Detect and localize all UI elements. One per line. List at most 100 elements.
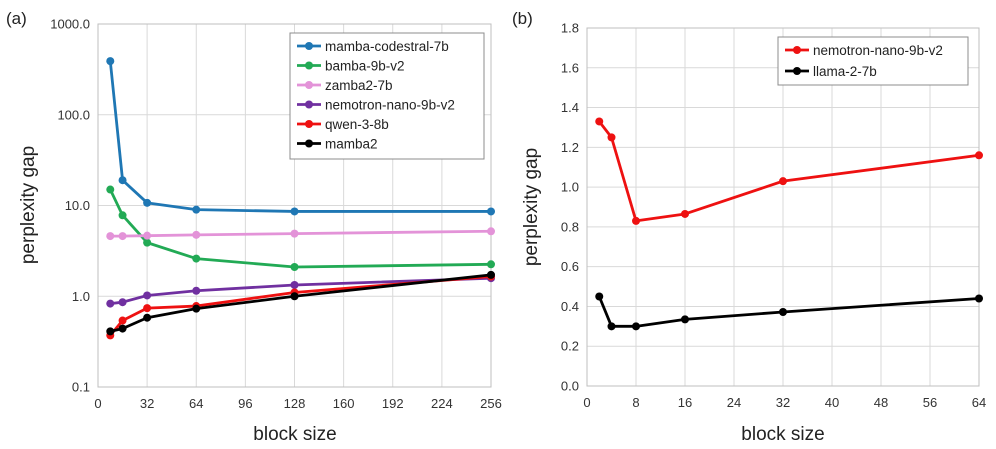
x-tick-label: 224 bbox=[431, 396, 453, 411]
data-point bbox=[192, 286, 201, 295]
x-tick-label: 16 bbox=[678, 395, 692, 410]
data-point bbox=[487, 227, 495, 236]
series-nemotron-nano-9b-v2 bbox=[595, 117, 983, 225]
legend-box bbox=[777, 36, 969, 86]
series-zamba2-7b bbox=[106, 227, 495, 241]
data-point bbox=[975, 151, 983, 160]
x-tick-label: 192 bbox=[382, 396, 404, 411]
series-line bbox=[597, 295, 981, 328]
plot-frame bbox=[97, 23, 492, 388]
data-point bbox=[681, 315, 689, 324]
legend-swatch-marker bbox=[793, 46, 801, 54]
data-point bbox=[143, 313, 152, 322]
legend-entry: nemotron-nano-9b-v2 bbox=[813, 43, 943, 58]
data-point bbox=[290, 229, 299, 238]
panel-label: (a) bbox=[6, 9, 27, 28]
panel-label: (b) bbox=[512, 9, 533, 28]
data-point bbox=[118, 316, 127, 325]
data-point bbox=[607, 322, 616, 331]
data-point bbox=[192, 304, 201, 313]
series-line bbox=[108, 229, 493, 238]
y-axis-label: perplexity gap bbox=[18, 146, 39, 264]
y-tick-label: 1.6 bbox=[561, 60, 579, 75]
legend-entry: zamba2-7b bbox=[325, 78, 393, 93]
legend-entry: nemotron-nano-9b-v2 bbox=[325, 97, 455, 112]
y-tick-label: 0.6 bbox=[561, 259, 579, 274]
y-tick-label: 0.0 bbox=[561, 379, 579, 394]
chart-panel-b: 0.0 0.2 0.4 0.6 0.8 1.0 1.2 1.4 1.6 1.8 0 8 16 24 32 40… bbox=[512, 9, 986, 445]
data-point bbox=[487, 207, 495, 216]
data-point bbox=[290, 281, 299, 290]
y-tick-label: 100.0 bbox=[57, 107, 90, 122]
data-point bbox=[143, 231, 152, 240]
legend-entry: bamba-9b-v2 bbox=[325, 58, 405, 73]
data-point bbox=[106, 299, 115, 308]
data-point bbox=[143, 238, 152, 247]
x-tick-label: 160 bbox=[333, 396, 355, 411]
data-point bbox=[779, 177, 787, 186]
data-point bbox=[975, 294, 983, 303]
series-line bbox=[108, 59, 493, 213]
series-llama-2-7b bbox=[595, 292, 983, 331]
x-tick-label: 64 bbox=[972, 395, 986, 410]
data-point bbox=[118, 298, 127, 307]
x-tick-label: 56 bbox=[923, 395, 937, 410]
x-tick-label: 32 bbox=[776, 395, 790, 410]
legend-box bbox=[289, 32, 485, 160]
data-point bbox=[143, 198, 152, 207]
x-tick-label: 48 bbox=[874, 395, 888, 410]
data-point bbox=[192, 254, 201, 263]
y-axis-label: perplexity gap bbox=[521, 148, 542, 266]
data-point bbox=[118, 176, 127, 185]
y-tick-label: 10.0 bbox=[65, 198, 90, 213]
series-mamba2 bbox=[106, 270, 495, 336]
legend-swatch-marker bbox=[305, 61, 313, 70]
legend-swatch-marker bbox=[305, 81, 313, 89]
plot-frame bbox=[586, 27, 980, 387]
data-point bbox=[106, 57, 115, 66]
data-point bbox=[118, 232, 127, 241]
y-tick-label: 1000.0 bbox=[50, 17, 90, 32]
y-tick-label: 1.0 bbox=[561, 180, 579, 195]
x-tick-label: 128 bbox=[284, 396, 306, 411]
legend-entry: mamba-codestral-7b bbox=[325, 39, 449, 54]
data-point bbox=[106, 185, 115, 194]
x-tick-label: 24 bbox=[727, 395, 741, 410]
legend-entry: mamba2 bbox=[325, 136, 378, 151]
data-point bbox=[192, 205, 201, 214]
x-tick-label: 256 bbox=[480, 396, 502, 411]
x-tick-label: 8 bbox=[632, 395, 639, 410]
data-point bbox=[632, 216, 640, 225]
y-tick-label: 1.4 bbox=[561, 100, 579, 115]
legend-swatch-marker bbox=[305, 42, 313, 50]
data-point bbox=[487, 270, 495, 279]
x-tick-label: 32 bbox=[140, 396, 154, 411]
series-nemotron-nano-9b-v2 bbox=[106, 274, 495, 308]
legend: nemotron-nano-9b-v2 llama-2-7b bbox=[777, 36, 969, 86]
data-point bbox=[290, 263, 299, 272]
y-tick-label: 1.8 bbox=[561, 21, 579, 36]
legend-swatch-marker bbox=[793, 67, 801, 75]
data-point bbox=[681, 209, 689, 218]
x-axis-label: block size bbox=[741, 424, 824, 445]
series-line bbox=[108, 273, 493, 333]
y-tick-label: 0.1 bbox=[72, 380, 90, 395]
series-bamba-9b-v2 bbox=[106, 185, 495, 272]
series-mamba-codestral-7b bbox=[106, 57, 495, 216]
data-point bbox=[192, 230, 201, 239]
data-point bbox=[106, 327, 115, 336]
legend-swatch-marker bbox=[305, 100, 313, 109]
x-tick-label: 40 bbox=[825, 395, 839, 410]
data-point bbox=[143, 291, 152, 300]
x-tick-label: 96 bbox=[238, 396, 252, 411]
series-line bbox=[597, 120, 981, 223]
y-tick-label: 0.8 bbox=[561, 219, 579, 234]
x-axis-label: block size bbox=[253, 424, 336, 445]
legend-swatch-marker bbox=[305, 139, 313, 148]
data-point bbox=[779, 308, 787, 317]
data-point bbox=[595, 292, 604, 301]
data-point bbox=[290, 292, 299, 301]
data-point bbox=[487, 260, 495, 269]
y-tick-label: 0.4 bbox=[561, 299, 579, 314]
